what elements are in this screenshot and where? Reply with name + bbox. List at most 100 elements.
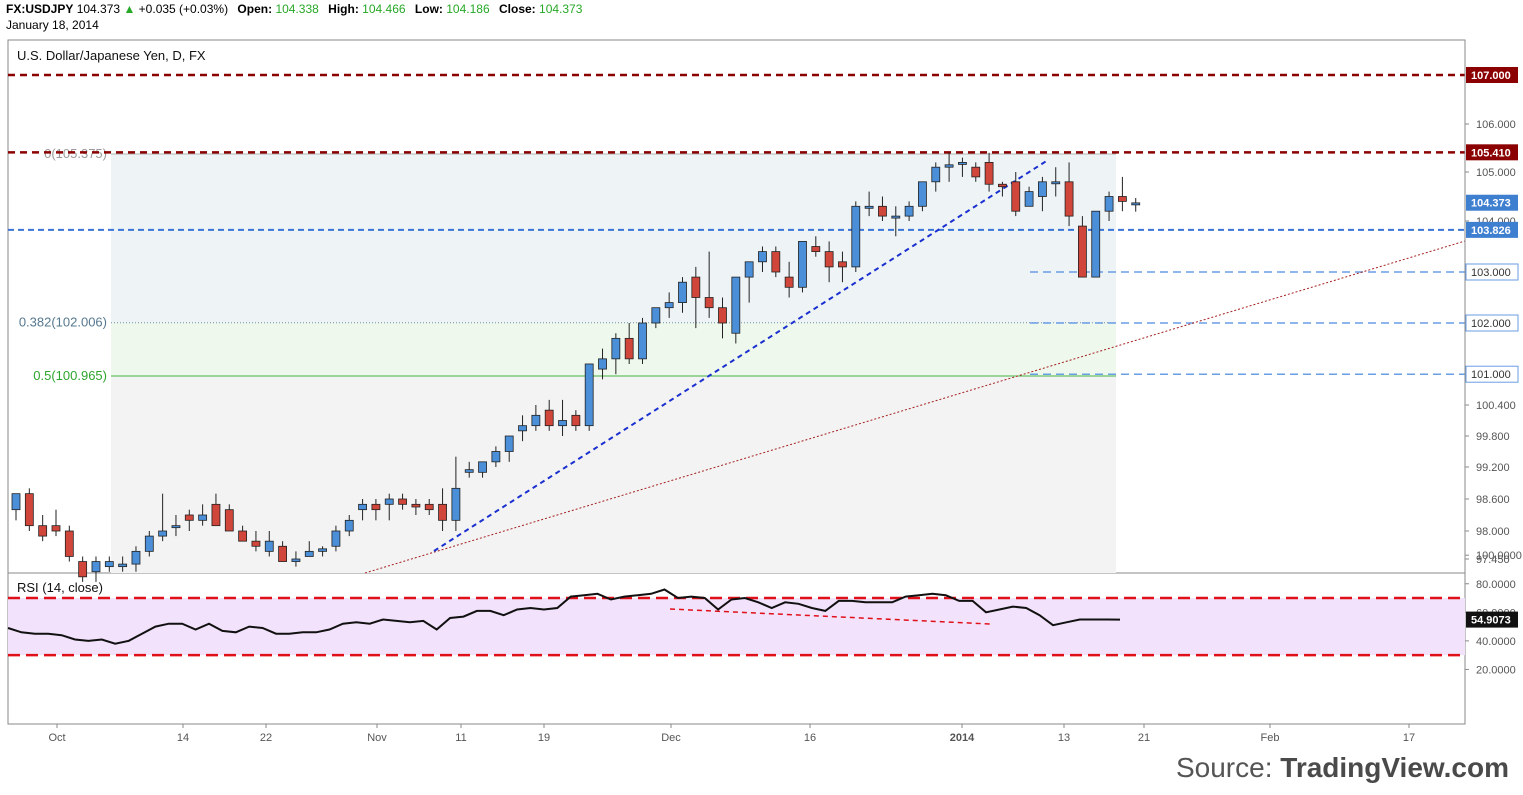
candle [1091, 210, 1101, 278]
time-tick-label: 21 [1138, 732, 1150, 744]
bull-candle-body [478, 461, 487, 473]
bull-candle-body [1024, 191, 1034, 207]
bear-candle-body [424, 503, 434, 511]
bull-candle-body [638, 322, 647, 360]
candle [971, 162, 981, 182]
fib-zone-upper [111, 154, 1116, 323]
candle [944, 152, 954, 182]
price-label-tag [1466, 194, 1518, 211]
price-label-tag [1465, 314, 1519, 332]
candle [704, 251, 714, 318]
candle [278, 541, 288, 562]
price-change: +0.035 (+0.03%) [138, 2, 229, 16]
up-triangle-icon: ▲ [123, 2, 136, 16]
bear-candle-body [64, 530, 74, 557]
source-credit: Source: TradingView.com [1176, 752, 1509, 784]
bull-candle-body [384, 498, 394, 505]
candle [584, 363, 594, 431]
candle [291, 551, 301, 567]
bull-candle-body [904, 205, 914, 217]
candle [904, 201, 914, 221]
rsi-tick-label: 80.0000 [1476, 579, 1516, 591]
bull-candle-body [131, 550, 141, 565]
bull-candle-body [864, 205, 874, 209]
bear-candle-body [718, 307, 727, 324]
fib-zone-lower [111, 376, 1116, 573]
price-label-tag [1466, 144, 1518, 161]
time-tick-label: 2014 [950, 732, 975, 744]
candle [571, 410, 581, 431]
bull-candle-body [611, 337, 621, 360]
candle [1024, 186, 1034, 207]
rsi-value-tag [1466, 611, 1518, 628]
candle [611, 333, 621, 375]
bull-candle-body [798, 240, 807, 288]
symbol-header: FX:USDJPY 104.373 ▲ +0.035 (+0.03%) Open… [6, 2, 582, 16]
candle [651, 307, 661, 329]
bull-candle-body [264, 540, 274, 552]
bear-candle-body [1064, 181, 1074, 217]
price-label-tag [1465, 365, 1519, 383]
time-tick-label: 14 [177, 732, 189, 744]
candle [691, 266, 701, 329]
candle [504, 435, 514, 462]
time-tick-label: 17 [1403, 732, 1415, 744]
bull-candle-body [891, 215, 901, 219]
bull-candle-body [144, 535, 154, 552]
candle [598, 348, 607, 380]
bear-candle-body [1078, 225, 1087, 278]
bear-candle-body [38, 525, 48, 537]
candle [198, 504, 208, 526]
close-label: Close: [498, 2, 536, 16]
bull-candle-body [104, 561, 114, 568]
bull-candle-body [731, 276, 741, 334]
candle [824, 241, 834, 283]
candle [478, 461, 487, 478]
source-prefix: Source: [1175, 752, 1273, 783]
time-tick-label: 11 [455, 732, 466, 744]
candle [811, 236, 821, 257]
candle [424, 499, 434, 515]
bull-candle-body [491, 451, 501, 463]
price-label-text: 105.410 [1471, 147, 1511, 159]
bull-candle-body [171, 525, 181, 529]
bear-candle-body [224, 509, 234, 532]
bull-candle-body [851, 205, 861, 268]
bull-candle-body [304, 550, 314, 557]
bear-candle-body [838, 261, 847, 268]
price-label-tag [1465, 263, 1519, 281]
candle [398, 493, 407, 510]
candle [318, 546, 327, 557]
candle [998, 181, 1007, 197]
bull-candle-body [1051, 181, 1061, 185]
candle [224, 504, 234, 532]
candle [664, 292, 674, 318]
candle [251, 531, 261, 552]
candle [91, 556, 101, 582]
rsi-line [7, 588, 1121, 645]
candle [771, 246, 781, 278]
bull-candle-body [918, 181, 927, 207]
candle [624, 323, 634, 364]
bull-candle-body [451, 487, 461, 521]
candle [51, 509, 61, 537]
candle [464, 461, 474, 478]
candle [331, 525, 341, 552]
bear-candle-body [811, 246, 821, 252]
high-label: High: [328, 2, 359, 16]
bull-candle-body [118, 563, 128, 568]
candle [451, 456, 461, 531]
candle [1038, 176, 1047, 212]
bear-candle-body [878, 205, 887, 217]
price-label-text: 103.000 [1471, 267, 1511, 279]
price-label-text: 101.000 [1471, 369, 1511, 381]
bear-candle-body [278, 545, 288, 562]
candle [171, 515, 181, 537]
candle [878, 196, 887, 221]
bull-candle-body [11, 493, 21, 511]
candle [371, 499, 381, 521]
source-brand: TradingView.com [1280, 752, 1509, 783]
close-value: 104.373 [539, 2, 583, 16]
bull-candle-body [318, 548, 327, 552]
